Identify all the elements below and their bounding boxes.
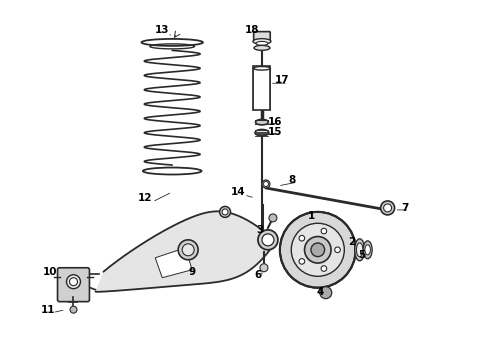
Circle shape (381, 201, 394, 215)
Ellipse shape (253, 39, 271, 44)
Ellipse shape (365, 245, 370, 255)
Circle shape (178, 240, 198, 260)
Text: 1: 1 (308, 211, 316, 221)
Ellipse shape (253, 67, 270, 70)
Circle shape (320, 287, 332, 299)
Circle shape (220, 206, 230, 217)
FancyBboxPatch shape (254, 32, 270, 40)
Circle shape (70, 306, 77, 313)
Circle shape (299, 235, 305, 241)
Circle shape (321, 266, 327, 271)
Ellipse shape (255, 120, 269, 125)
Ellipse shape (363, 241, 372, 259)
Circle shape (262, 234, 274, 246)
Text: 11: 11 (41, 305, 56, 315)
Circle shape (304, 237, 331, 263)
Text: 2: 2 (348, 237, 355, 247)
Ellipse shape (256, 41, 268, 45)
Text: 7: 7 (401, 203, 408, 213)
Text: 13: 13 (155, 26, 170, 35)
FancyBboxPatch shape (57, 268, 90, 302)
Ellipse shape (254, 45, 270, 50)
Text: 3: 3 (256, 225, 264, 235)
Circle shape (269, 214, 277, 222)
Circle shape (299, 258, 305, 264)
Text: 5: 5 (358, 250, 365, 260)
Circle shape (311, 243, 324, 257)
Text: 12: 12 (138, 193, 152, 203)
Text: 18: 18 (245, 26, 259, 35)
Text: 16: 16 (268, 117, 282, 127)
Circle shape (182, 244, 194, 256)
Text: 9: 9 (189, 267, 196, 277)
Circle shape (70, 278, 77, 286)
Ellipse shape (255, 129, 269, 136)
Polygon shape (155, 248, 192, 278)
Text: 6: 6 (254, 270, 262, 280)
Circle shape (222, 209, 228, 215)
Circle shape (291, 223, 344, 276)
Circle shape (258, 230, 278, 250)
Text: 15: 15 (268, 127, 282, 137)
Text: 10: 10 (43, 267, 58, 277)
Ellipse shape (356, 243, 363, 257)
Circle shape (262, 180, 270, 188)
Circle shape (260, 264, 268, 272)
Text: 8: 8 (288, 175, 295, 185)
Polygon shape (96, 211, 270, 292)
Circle shape (321, 228, 327, 234)
Circle shape (264, 181, 269, 186)
Text: 17: 17 (274, 75, 289, 85)
Circle shape (280, 212, 356, 288)
Circle shape (67, 275, 80, 289)
Text: 4: 4 (316, 287, 323, 297)
Circle shape (335, 247, 340, 253)
Bar (253, 66, 270, 110)
Ellipse shape (355, 239, 365, 261)
Text: 14: 14 (231, 187, 245, 197)
Circle shape (384, 204, 392, 212)
